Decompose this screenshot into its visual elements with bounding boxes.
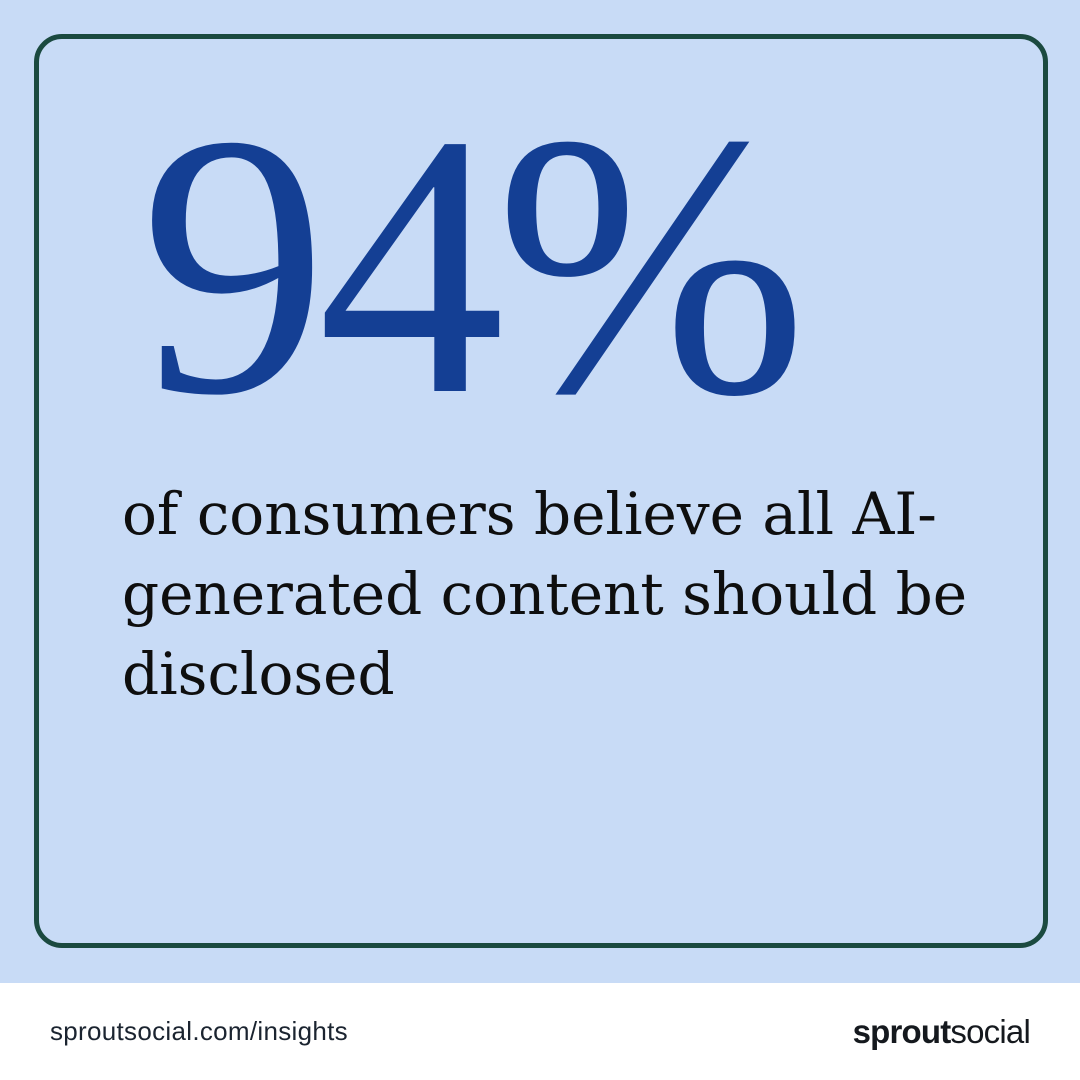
stat-description-line: of consumers believe all AI- (122, 480, 937, 548)
stat-description: of consumers believe all AI- generated c… (122, 474, 992, 714)
stat-value: 94% (140, 58, 807, 473)
stat-description-line: disclosed (122, 640, 395, 708)
stat-description-line: generated content should be (122, 560, 968, 628)
footer-bar: sproutsocial.com/insights sproutsocial (0, 983, 1080, 1080)
insights-url: sproutsocial.com/insights (50, 1016, 348, 1046)
sprout-social-logo: sproutsocial (852, 1012, 1031, 1051)
logo-sprout: sprout (852, 1012, 952, 1050)
logo-social: social (950, 1012, 1030, 1050)
